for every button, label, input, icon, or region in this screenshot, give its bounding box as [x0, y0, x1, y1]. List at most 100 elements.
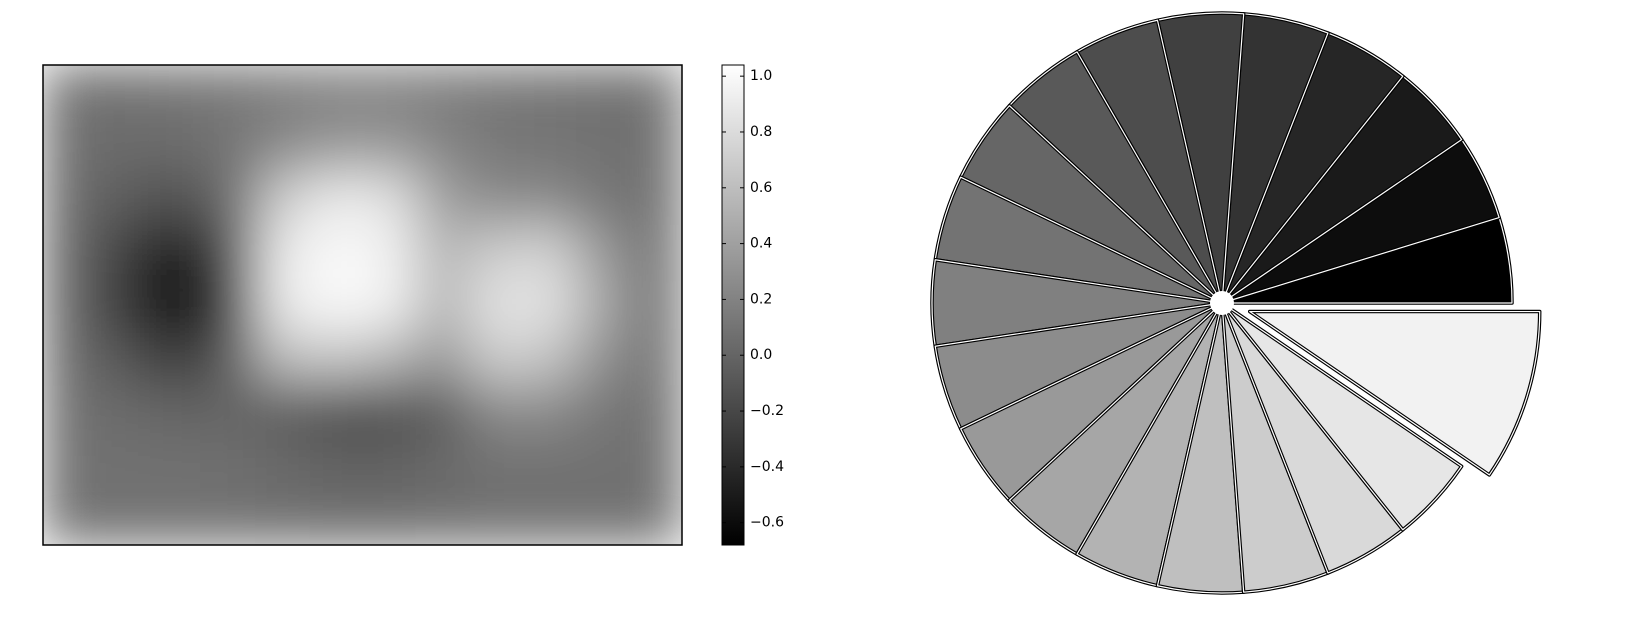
heatmap-cell: [43, 225, 97, 279]
heatmap-cell: [43, 278, 97, 333]
heatmap-cell: [628, 225, 682, 279]
heatmap-cell: [628, 171, 682, 226]
colorbar-tick-label: 1.0: [750, 68, 772, 84]
heatmap-cell: [575, 118, 630, 173]
heatmap-cell: [43, 171, 97, 226]
heatmap-cell: [628, 385, 682, 439]
heatmap-cell: [415, 278, 470, 333]
heatmap-cell: [362, 65, 417, 119]
heatmap-cell: [96, 118, 150, 173]
heatmap-cell: [575, 225, 630, 279]
heatmap-cell: [149, 278, 204, 333]
heatmap-cell: [43, 438, 97, 493]
heatmap-cell: [202, 225, 257, 279]
heatmap-cell: [415, 225, 470, 279]
heatmap-cell: [309, 278, 363, 333]
heatmap-cell: [96, 331, 150, 386]
heatmap-cell: [628, 65, 682, 119]
colorbar-tick-label: 0.6: [750, 180, 772, 196]
heatmap-cell: [522, 278, 576, 333]
heatmap-cell: [522, 118, 576, 173]
heatmap-cell: [256, 491, 310, 545]
heatmap-cell: [469, 385, 523, 439]
heatmap-cell: [469, 225, 523, 279]
heatmap-cell: [415, 331, 470, 386]
heatmap-cell: [149, 491, 204, 545]
heatmap-cell: [575, 438, 630, 493]
heatmap-cell: [149, 118, 204, 173]
heatmap-cell: [469, 171, 523, 226]
colorbar: [721, 64, 745, 546]
heatmap-cell: [256, 278, 310, 333]
heatmap-cell: [522, 331, 576, 386]
heatmap-cell: [149, 171, 204, 226]
heatmap-cell: [522, 171, 576, 226]
heatmap-cell: [522, 225, 576, 279]
heatmap-cell: [256, 331, 310, 386]
heatmap-cell: [628, 118, 682, 173]
heatmap-cell: [309, 331, 363, 386]
heatmap-cell: [415, 438, 470, 493]
heatmap-image: [43, 65, 682, 545]
heatmap-cell: [256, 118, 310, 173]
heatmap-cell: [309, 385, 363, 439]
colorbar-ticks: −0.6 −0.4 −0.2 0.0 0.2 0.4 0.6 0.8 1.0: [722, 68, 784, 531]
heatmap-cell: [415, 118, 470, 173]
heatmap-cell: [43, 118, 97, 173]
heatmap-cell: [522, 385, 576, 439]
heatmap-cell: [202, 118, 257, 173]
heatmap-cell: [202, 491, 257, 545]
heatmap-cell: [309, 438, 363, 493]
heatmap-cell: [96, 278, 150, 333]
heatmap-cell: [362, 225, 417, 279]
heatmap-cell: [256, 385, 310, 439]
heatmap-cell: [96, 438, 150, 493]
heatmap-cell: [362, 278, 417, 333]
heatmap-cell: [202, 438, 257, 493]
heatmap-cell: [628, 331, 682, 386]
heatmap-cell: [469, 65, 523, 119]
heatmap-cell: [43, 65, 97, 119]
heatmap-cell: [628, 491, 682, 545]
heatmap-cell: [522, 438, 576, 493]
heatmap-frame: [42, 64, 683, 546]
heatmap-cell: [96, 171, 150, 226]
heatmap-cell: [362, 491, 417, 545]
heatmap-cell: [575, 385, 630, 439]
heatmap-cell: [309, 491, 363, 545]
heatmap-cell: [43, 331, 97, 386]
heatmap-cell: [256, 171, 310, 226]
heatmap-cell: [362, 438, 417, 493]
heatmap-cell: [522, 491, 576, 545]
heatmap-cell: [202, 385, 257, 439]
heatmap-cell: [309, 171, 363, 226]
heatmap-cell: [309, 118, 363, 173]
heatmap-cell: [149, 331, 204, 386]
wedge-edge: [1221, 302, 1463, 531]
heatmap-cell: [43, 491, 97, 545]
heatmap-cell: [469, 491, 523, 545]
heatmap-cell: [575, 331, 630, 386]
wedge-edge: [1249, 310, 1541, 476]
heatmap-cell: [202, 331, 257, 386]
heatmap-cell: [469, 438, 523, 493]
colorbar-tick-label: −0.6: [750, 515, 784, 531]
heatmap-cell: [309, 225, 363, 279]
colorbar-tick-label: −0.4: [750, 459, 784, 475]
heatmap-cell: [149, 385, 204, 439]
colorbar-tick-label: −0.2: [750, 403, 784, 419]
heatmap-cell: [362, 171, 417, 226]
heatmap-cell: [469, 331, 523, 386]
heatmap-cell: [43, 385, 97, 439]
heatmap-cell: [415, 171, 470, 226]
heatmap-cell: [575, 278, 630, 333]
heatmap-cell: [256, 438, 310, 493]
heatmap-cell: [522, 65, 576, 119]
heatmap-cell: [256, 225, 310, 279]
heatmap-cell: [256, 65, 310, 119]
heatmap-cell: [202, 278, 257, 333]
heatmap-cell: [96, 225, 150, 279]
heatmap-cell: [202, 171, 257, 226]
colorbar-tick-label: 0.2: [750, 291, 772, 307]
